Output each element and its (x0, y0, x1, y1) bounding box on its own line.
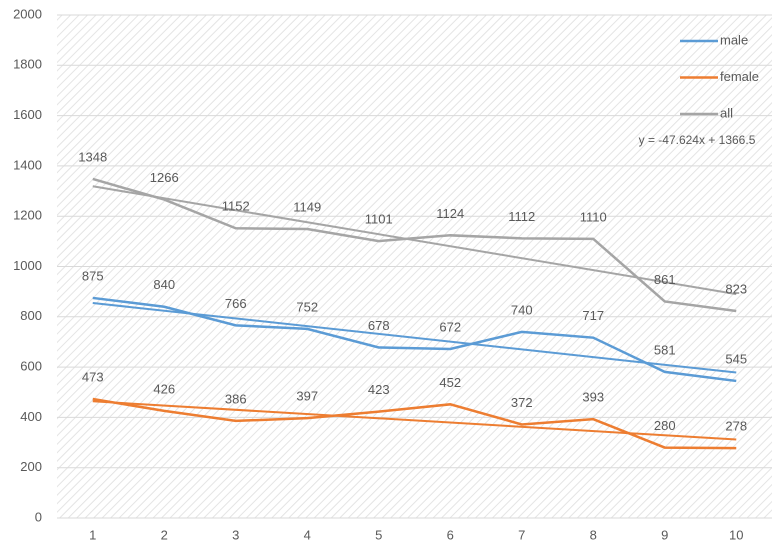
data-label: 740 (511, 302, 533, 317)
data-label: 545 (725, 351, 747, 366)
data-label: 1124 (436, 206, 464, 221)
trendline-equation: y = -47.624x + 1366.5 (639, 133, 756, 147)
y-tick-label: 1800 (13, 57, 42, 72)
data-label: 678 (368, 318, 390, 333)
x-tick-label: 7 (518, 527, 525, 542)
data-label: 393 (582, 390, 604, 405)
data-label: 426 (153, 381, 175, 396)
y-tick-label: 1200 (13, 208, 42, 223)
data-label: 397 (296, 389, 318, 404)
y-tick-label: 2000 (13, 6, 42, 21)
data-label: 1266 (150, 170, 179, 185)
data-label: 1348 (78, 149, 107, 164)
data-label: 423 (368, 382, 390, 397)
data-label: 581 (654, 342, 676, 357)
data-label: 766 (225, 296, 247, 311)
data-label: 823 (725, 281, 747, 296)
data-label: 672 (439, 319, 461, 334)
data-label: 278 (725, 419, 747, 434)
trendline (92, 185, 737, 296)
y-tick-label: 0 (35, 509, 42, 524)
data-label: 840 (153, 277, 175, 292)
x-tick-label: 8 (590, 527, 597, 542)
data-label: 717 (582, 308, 604, 323)
x-tick-label: 2 (161, 527, 168, 542)
series-line (92, 296, 737, 383)
x-tick-label: 5 (375, 527, 382, 542)
data-label: 1110 (580, 209, 607, 224)
series-line (92, 397, 737, 450)
y-tick-label: 200 (20, 459, 42, 474)
y-tick-label: 600 (20, 359, 42, 374)
legend-label: all (720, 105, 733, 120)
y-tick-label: 800 (20, 308, 42, 323)
data-label: 452 (439, 375, 461, 390)
legend-label: female (720, 69, 759, 84)
data-label: 386 (225, 391, 247, 406)
y-tick-label: 1600 (13, 107, 42, 122)
series-line (92, 177, 737, 313)
x-tick-label: 10 (729, 527, 743, 542)
data-label: 861 (654, 272, 676, 287)
data-label: 473 (82, 369, 104, 384)
x-tick-label: 9 (661, 527, 668, 542)
data-label: 1149 (293, 199, 321, 214)
data-label: 372 (511, 395, 533, 410)
x-tick-label: 4 (304, 527, 311, 542)
x-tick-label: 3 (232, 527, 239, 542)
y-tick-label: 400 (20, 409, 42, 424)
y-tick-label: 1000 (13, 258, 42, 273)
data-label: 1112 (508, 209, 535, 224)
x-tick-label: 6 (447, 527, 454, 542)
data-label: 875 (82, 268, 104, 283)
y-tick-label: 1400 (13, 157, 42, 172)
legend-label: male (720, 32, 748, 47)
data-label: 280 (654, 418, 676, 433)
data-label: 1101 (365, 212, 393, 227)
trendline (92, 302, 737, 374)
data-label: 752 (296, 299, 318, 314)
data-label: 1152 (222, 199, 250, 214)
x-tick-label: 1 (89, 527, 96, 542)
